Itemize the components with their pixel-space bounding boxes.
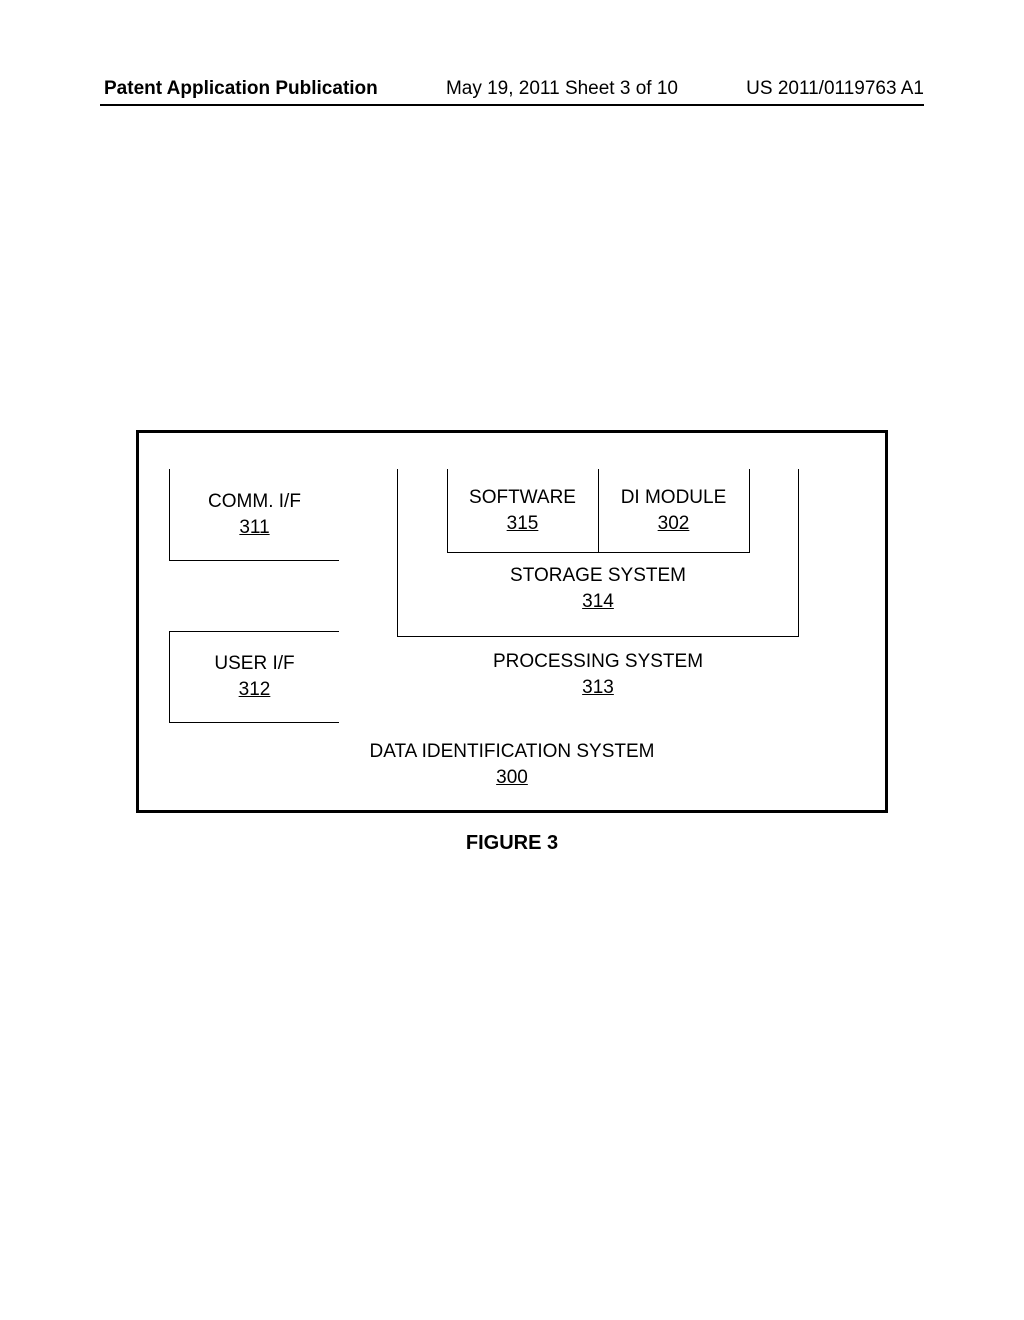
storage-box: SOFTWARE 315 DI MODULE 302 STORAGE SYSTE… bbox=[397, 469, 799, 637]
system-label: DATA IDENTIFICATION SYSTEM bbox=[369, 741, 654, 762]
storage-inner-row: SOFTWARE 315 DI MODULE 302 bbox=[398, 469, 798, 553]
right-column: SOFTWARE 315 DI MODULE 302 STORAGE SYSTE… bbox=[349, 433, 885, 723]
user-if-ref: 312 bbox=[239, 677, 271, 703]
processing-label-block: PROCESSING SYSTEM 313 bbox=[371, 649, 825, 700]
storage-ref: 314 bbox=[582, 591, 614, 612]
user-if-box: USER I/F 312 bbox=[169, 631, 339, 723]
processing-ref: 313 bbox=[582, 677, 614, 698]
di-module-ref: 302 bbox=[658, 511, 690, 537]
header-left: Patent Application Publication bbox=[104, 78, 378, 100]
software-ref: 315 bbox=[507, 511, 539, 537]
storage-label: STORAGE SYSTEM bbox=[510, 565, 686, 586]
left-column: COMM. I/F 311 USER I/F 312 bbox=[139, 433, 349, 723]
processing-label: PROCESSING SYSTEM bbox=[493, 651, 703, 672]
software-box: SOFTWARE 315 bbox=[447, 469, 599, 553]
comm-if-ref: 311 bbox=[239, 515, 269, 541]
comm-if-box: COMM. I/F 311 bbox=[169, 469, 339, 561]
diagram: COMM. I/F 311 USER I/F 312 SOFTWARE bbox=[136, 430, 888, 813]
header-rule bbox=[100, 104, 924, 106]
header-right: US 2011/0119763 A1 bbox=[746, 78, 924, 100]
header-center: May 19, 2011 Sheet 3 of 10 bbox=[446, 78, 678, 100]
processing-box: SOFTWARE 315 DI MODULE 302 STORAGE SYSTE… bbox=[371, 469, 825, 723]
storage-label-block: STORAGE SYSTEM 314 bbox=[398, 563, 798, 614]
system-label-block: DATA IDENTIFICATION SYSTEM 300 bbox=[139, 723, 885, 810]
comm-if-label: COMM. I/F bbox=[208, 489, 301, 515]
page-header: Patent Application Publication May 19, 2… bbox=[0, 78, 1024, 100]
di-module-label: DI MODULE bbox=[621, 485, 727, 511]
diagram-row: COMM. I/F 311 USER I/F 312 SOFTWARE bbox=[139, 433, 885, 723]
user-if-label: USER I/F bbox=[214, 651, 294, 677]
di-module-box: DI MODULE 302 bbox=[598, 469, 750, 553]
figure-caption: FIGURE 3 bbox=[0, 832, 1024, 855]
system-ref: 300 bbox=[496, 767, 528, 788]
system-box: COMM. I/F 311 USER I/F 312 SOFTWARE bbox=[136, 430, 888, 813]
page: Patent Application Publication May 19, 2… bbox=[0, 0, 1024, 1320]
software-label: SOFTWARE bbox=[469, 485, 576, 511]
